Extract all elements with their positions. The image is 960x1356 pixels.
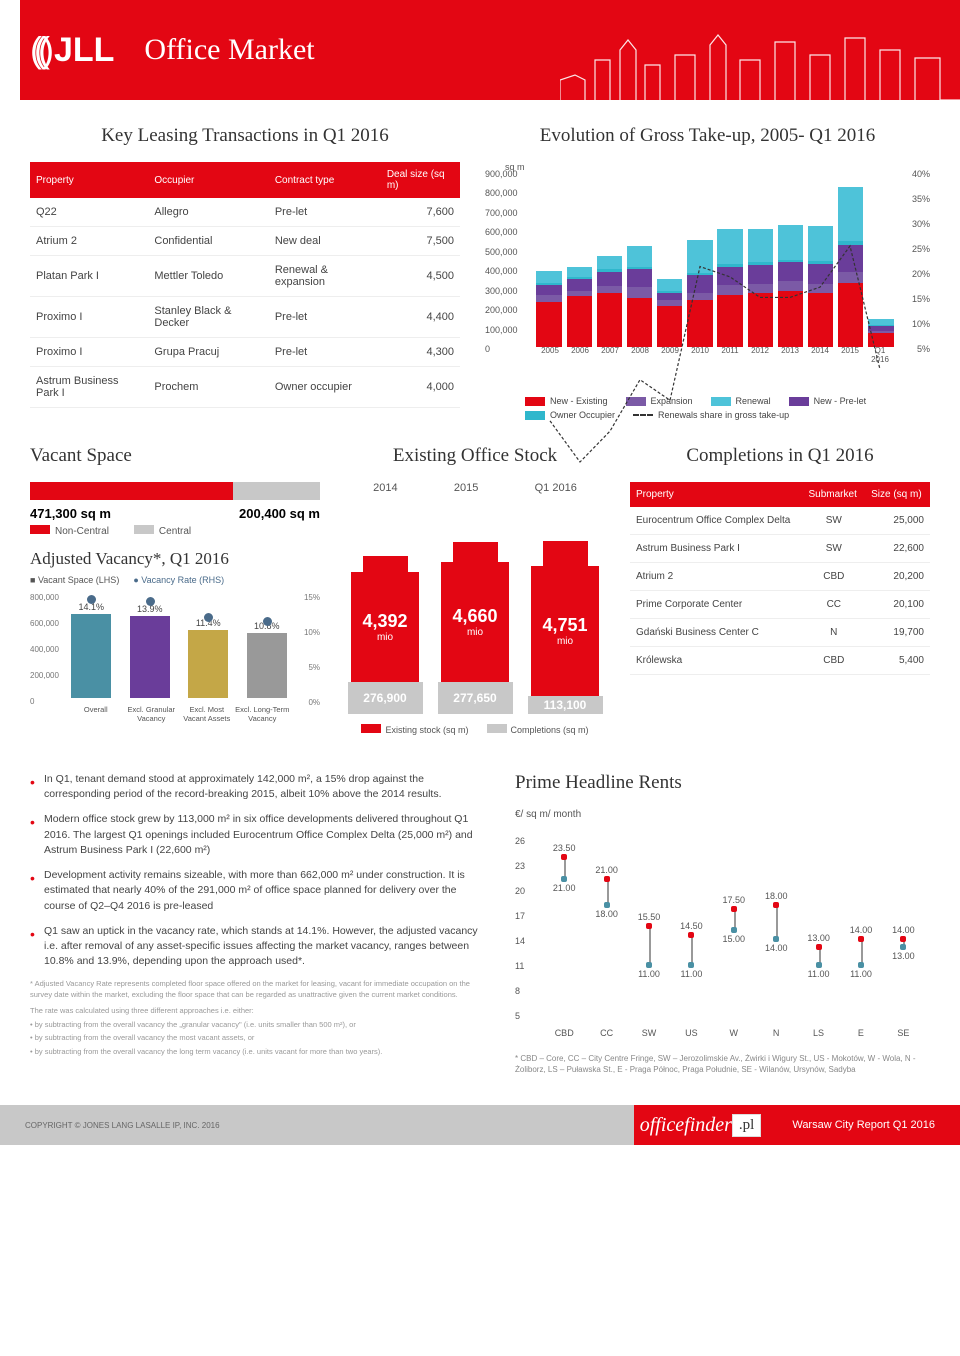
ev-bar — [595, 256, 623, 347]
copyright: COPYRIGHT © JONES LANG LASALLE IP, INC. … — [0, 1105, 634, 1145]
table-row: Proximo IGrupa PracujPre-let4,300 — [30, 338, 460, 367]
completions-title: Completions in Q1 2016 — [630, 445, 930, 467]
table-row: Q22AllegroPre-let7,600 — [30, 198, 460, 227]
adjusted-vacancy-chart: 800,000600,000400,000200,000015%10%5%0% … — [30, 588, 320, 723]
jll-logo: ((() JLL — [30, 29, 114, 71]
vacancy-central: 200,400 sq m — [239, 506, 320, 521]
ev-bar — [686, 240, 714, 347]
ev-bar — [837, 187, 865, 347]
rents-unit: €/ sq m/ month — [515, 809, 930, 820]
vacancy-noncentral: 471,300 sq m — [30, 506, 111, 521]
table-row: Atrium 2ConfidentialNew deal7,500 — [30, 227, 460, 256]
adj-bar: 11.4% — [185, 620, 232, 698]
table-header: Property — [30, 162, 148, 198]
table-header: Occupier — [148, 162, 268, 198]
stock-building: 4,751mio113,100 — [528, 541, 603, 714]
table-row: Prime Corporate CenterCC20,100 — [630, 591, 930, 619]
rents-title: Prime Headline Rents — [515, 772, 930, 794]
bullet-item: Development activity remains sizeable, w… — [30, 868, 490, 914]
evolution-chart: sq m 900,000800,000700,000600,000500,000… — [485, 162, 930, 392]
table-header: Contract type — [269, 162, 381, 198]
table-header: Deal size (sq m) — [381, 162, 460, 198]
logo-text: JLL — [54, 31, 114, 70]
adj-bar: 10.8% — [244, 623, 291, 698]
report-name: Warsaw City Report Q1 2016 — [767, 1105, 960, 1145]
table-row: Eurocentrum Office Complex DeltaSW25,000 — [630, 507, 930, 535]
evolution-title: Evolution of Gross Take-up, 2005- Q1 201… — [485, 125, 930, 147]
table-row: Proximo IStanley Black & DeckerPre-let4,… — [30, 297, 460, 338]
ev-bar — [626, 246, 654, 347]
leasing-title: Key Leasing Transactions in Q1 2016 — [30, 125, 460, 147]
ev-bar — [807, 226, 835, 347]
evolution-legend: New - ExistingExpansionRenewalNew - Pre-… — [485, 396, 930, 420]
ev-bar — [716, 229, 744, 347]
ev-bar — [867, 319, 895, 347]
header: ((() JLL Office Market — [0, 0, 960, 100]
page-title: Office Market — [144, 33, 314, 67]
bullet-item: Modern office stock grew by 113,000 m² i… — [30, 812, 490, 858]
vacancy-legend: Non-Central Central — [30, 525, 320, 537]
skyline-graphic — [560, 30, 960, 100]
ev-bar — [535, 271, 563, 347]
vacancy-title: Vacant Space — [30, 445, 320, 467]
vacancy-split-bar — [30, 482, 320, 500]
stock-building: 4,392mio276,900 — [348, 556, 423, 714]
table-row: Platan Park IMettler ToledoRenewal & exp… — [30, 256, 460, 297]
ev-bar — [565, 267, 593, 347]
leasing-table: PropertyOccupierContract typeDeal size (… — [30, 162, 460, 408]
bullet-list: In Q1, tenant demand stood at approximat… — [30, 772, 490, 969]
rents-footnote: * CBD – Core, CC – City Centre Fringe, S… — [515, 1053, 930, 1075]
table-row: Gdański Business Center CN19,700 — [630, 619, 930, 647]
officefinder-logo: officefinder.pl — [634, 1105, 768, 1145]
adj-bar: 14.1% — [68, 604, 115, 698]
rents-chart: 26232017141185 23.5021.0021.0018.0015.50… — [515, 828, 930, 1038]
adj-bar: 13.9% — [127, 606, 174, 698]
bullet-item: Q1 saw an uptick in the vacancy rate, wh… — [30, 924, 490, 970]
bullet-item: In Q1, tenant demand stood at approximat… — [30, 772, 490, 802]
adjusted-vacancy-legend: ■ Vacant Space (LHS) ● Vacancy Rate (RHS… — [30, 575, 320, 585]
logo-rings-icon: ((() — [30, 29, 46, 71]
stock-building: 4,660mio277,650 — [438, 542, 513, 714]
stock-chart: 20142015Q1 2016 4,392mio276,9004,660mio2… — [335, 482, 615, 752]
footer: COPYRIGHT © JONES LANG LASALLE IP, INC. … — [0, 1105, 960, 1145]
ev-bar — [656, 279, 684, 347]
adjusted-vacancy-title: Adjusted Vacancy*, Q1 2016 — [30, 549, 320, 569]
table-row: Astrum Business Park ISW22,600 — [630, 535, 930, 563]
table-row: Astrum Business Park IProchemOwner occup… — [30, 367, 460, 408]
footnotes: * Adjusted Vacancy Rate represents compl… — [30, 979, 490, 1057]
table-row: KrólewskaCBD5,400 — [630, 647, 930, 675]
ev-bar — [746, 229, 774, 347]
ev-bar — [776, 225, 804, 347]
stock-title: Existing Office Stock — [335, 445, 615, 467]
completions-table: PropertySubmarketSize (sq m) Eurocentrum… — [630, 482, 930, 675]
table-row: Atrium 2CBD20,200 — [630, 563, 930, 591]
